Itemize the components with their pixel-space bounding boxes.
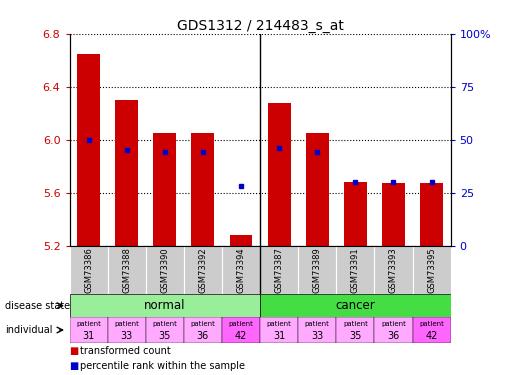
Bar [413, 317, 451, 343]
Bar [146, 317, 184, 343]
Bar [306, 133, 329, 246]
Text: GSM73395: GSM73395 [427, 247, 436, 293]
Text: patient: patient [381, 321, 406, 327]
Bar [222, 246, 260, 294]
Text: cancer: cancer [335, 299, 375, 312]
Text: 36: 36 [387, 331, 400, 341]
Text: 35: 35 [349, 331, 362, 341]
Bar [260, 246, 298, 294]
Bar [192, 133, 214, 246]
Text: 42: 42 [425, 331, 438, 341]
Text: ■: ■ [70, 361, 79, 370]
Bar [413, 246, 451, 294]
Text: patient: patient [267, 321, 291, 327]
Bar [70, 317, 108, 343]
Text: patient: patient [152, 321, 177, 327]
Text: transformed count: transformed count [80, 346, 170, 355]
Bar [268, 103, 290, 246]
Bar [420, 183, 443, 246]
Text: GSM73391: GSM73391 [351, 247, 360, 293]
Text: 31: 31 [82, 331, 95, 341]
Text: GSM73394: GSM73394 [236, 247, 246, 293]
Text: disease state: disease state [5, 301, 70, 310]
Text: 35: 35 [159, 331, 171, 341]
Text: individual: individual [5, 325, 53, 335]
Bar [222, 317, 260, 343]
Bar [298, 317, 336, 343]
Bar [184, 317, 222, 343]
Text: GSM73389: GSM73389 [313, 247, 322, 293]
Text: ■: ■ [70, 346, 79, 355]
Text: 33: 33 [121, 331, 133, 341]
Bar [336, 246, 374, 294]
Bar [108, 246, 146, 294]
Bar [184, 246, 222, 294]
Text: 42: 42 [235, 331, 247, 341]
Bar [77, 54, 100, 246]
Bar [344, 182, 367, 246]
Text: GSM73392: GSM73392 [198, 247, 208, 293]
Text: 31: 31 [273, 331, 285, 341]
Bar [260, 317, 298, 343]
Bar [70, 246, 108, 294]
Bar [298, 246, 336, 294]
Bar [374, 246, 413, 294]
Bar [146, 246, 184, 294]
Text: 33: 33 [311, 331, 323, 341]
Text: GSM73386: GSM73386 [84, 247, 93, 293]
Text: 36: 36 [197, 331, 209, 341]
Text: patient: patient [419, 321, 444, 327]
Text: normal: normal [144, 299, 185, 312]
Text: patient: patient [191, 321, 215, 327]
Text: GSM73390: GSM73390 [160, 247, 169, 293]
Bar [230, 235, 252, 246]
Text: patient: patient [343, 321, 368, 327]
Text: GSM73393: GSM73393 [389, 247, 398, 293]
Text: patient: patient [76, 321, 101, 327]
Bar [115, 100, 138, 246]
Text: patient: patient [305, 321, 330, 327]
Bar [336, 317, 374, 343]
Text: GSM73388: GSM73388 [122, 247, 131, 293]
Bar [382, 183, 405, 246]
Text: percentile rank within the sample: percentile rank within the sample [80, 361, 245, 370]
Bar [70, 294, 260, 317]
Text: patient: patient [114, 321, 139, 327]
Text: GSM73387: GSM73387 [274, 247, 284, 293]
Bar [374, 317, 413, 343]
Text: patient: patient [229, 321, 253, 327]
Title: GDS1312 / 214483_s_at: GDS1312 / 214483_s_at [177, 19, 344, 33]
Bar [260, 294, 451, 317]
Bar [108, 317, 146, 343]
Bar [153, 133, 176, 246]
